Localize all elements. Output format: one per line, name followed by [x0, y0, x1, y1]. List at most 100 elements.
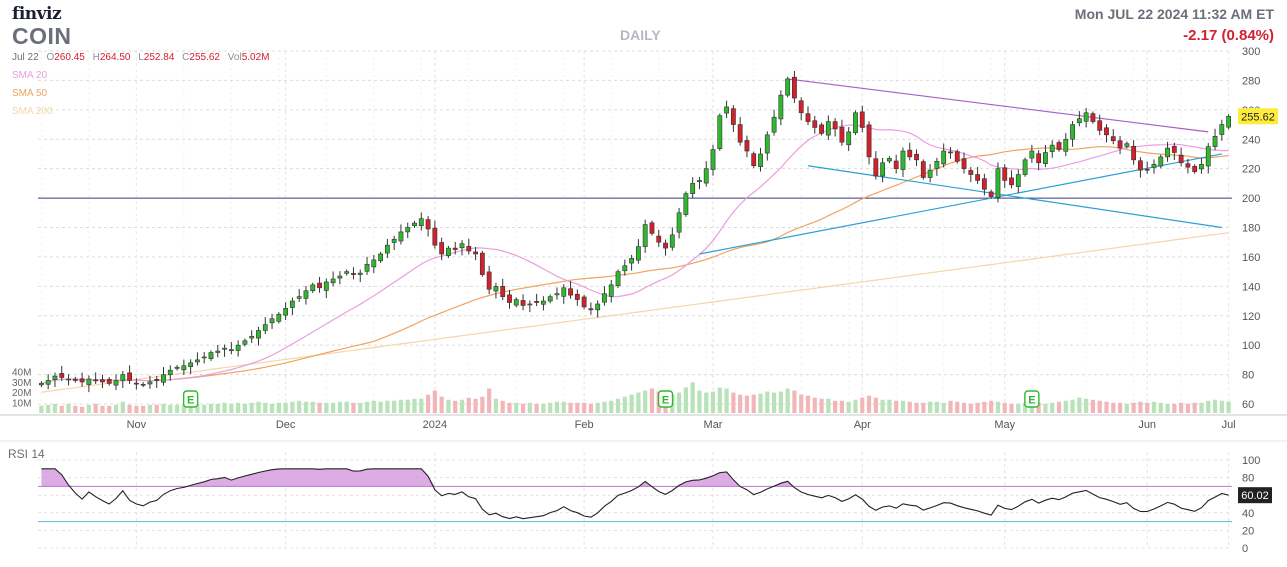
candle-up	[398, 231, 404, 242]
candle-down	[649, 222, 655, 234]
candle-up	[296, 296, 302, 299]
earnings-marker	[182, 390, 199, 408]
candle-down	[968, 170, 974, 175]
volume-bar	[324, 402, 329, 413]
volume-bar	[914, 402, 919, 413]
volume-bar	[704, 392, 709, 413]
volume-bar	[520, 403, 526, 413]
candle-up	[269, 318, 275, 324]
volume-bar	[310, 401, 315, 413]
candle-up	[717, 115, 723, 149]
volume-bar	[710, 391, 716, 413]
candle-up	[887, 158, 892, 162]
volume-bar	[744, 395, 750, 413]
volume-bar	[161, 403, 166, 413]
volume-bar	[961, 402, 967, 413]
volume-tick-label: 30M	[12, 378, 31, 389]
volume-bar	[39, 405, 44, 413]
earnings-marker-label: E	[187, 395, 194, 407]
legend-sma200[interactable]: SMA 200	[12, 106, 53, 117]
candle-up	[724, 106, 729, 114]
volume-bar	[995, 401, 1001, 413]
volume-tick-label: 10M	[12, 399, 31, 410]
volume-bar	[134, 405, 139, 413]
candle-up	[1015, 174, 1021, 187]
candle-up	[242, 340, 248, 345]
rsi-overbought-fill	[41, 468, 1229, 487]
volume-bar	[351, 402, 356, 413]
candle-down	[1056, 142, 1062, 150]
volume-bar	[1179, 402, 1184, 413]
volume-bar	[1138, 401, 1143, 413]
volume-bar	[303, 401, 309, 413]
price-tick-label: 80	[1242, 370, 1254, 382]
candle-down	[425, 219, 431, 230]
volume-bar	[582, 402, 587, 413]
volume-bar	[154, 404, 159, 413]
candle-up	[697, 180, 702, 182]
candle-up	[1165, 147, 1170, 158]
price-tick-label: 280	[1242, 75, 1260, 87]
finviz-logo[interactable]: finviz	[12, 4, 62, 24]
volume-bar	[928, 401, 933, 413]
close-value: 255.62	[189, 52, 220, 63]
candle-up	[995, 168, 1001, 198]
volume-bar	[297, 400, 302, 413]
volume-bar	[561, 401, 566, 413]
date-tick-label: Nov	[127, 419, 147, 431]
high-label: H	[92, 52, 100, 63]
date-tick-label: Mar	[704, 419, 723, 431]
candle-up	[1063, 138, 1069, 152]
volume-bar	[833, 400, 838, 413]
legend-sma20[interactable]: SMA 20	[12, 70, 48, 81]
legend-sma50[interactable]: SMA 50	[12, 88, 48, 99]
volume-bar	[1097, 400, 1102, 413]
volume-bar	[147, 404, 153, 413]
volume-tick-label: 40M	[12, 367, 31, 378]
volume-bar	[188, 403, 193, 413]
volume-bar	[860, 397, 865, 413]
candle-down	[79, 378, 85, 383]
candle-down	[832, 121, 838, 130]
volume-bar	[1145, 402, 1150, 413]
candle-up	[615, 271, 621, 287]
candle-up	[1226, 115, 1232, 128]
date-tick-label: Jun	[1138, 419, 1156, 431]
candle-up	[147, 381, 153, 385]
candle-up	[561, 287, 567, 297]
candle-up	[344, 271, 350, 274]
volume-bar	[514, 402, 519, 413]
candle-down	[663, 242, 668, 249]
price-tick-label: 140	[1242, 281, 1260, 293]
volume-bar	[446, 399, 451, 413]
volume-bar	[1043, 403, 1048, 413]
volume-bar	[887, 399, 892, 413]
earnings-marker-label: E	[662, 395, 669, 407]
volume-bar	[941, 402, 946, 413]
period-label[interactable]: DAILY	[620, 27, 661, 43]
candle-up	[758, 153, 763, 167]
volume-bar	[344, 401, 349, 413]
volume-bar	[453, 400, 458, 413]
candle-down	[1131, 146, 1137, 161]
volume-bar	[975, 402, 980, 413]
candle-up	[222, 347, 227, 350]
candle-down	[106, 378, 112, 384]
candle-up	[941, 150, 947, 165]
volume-bar	[934, 401, 939, 413]
volume-bar	[127, 404, 132, 413]
candle-up	[1212, 136, 1218, 147]
candle-down	[154, 378, 160, 381]
candle-down	[893, 160, 899, 169]
candle-up	[418, 218, 424, 227]
candle-up	[384, 244, 390, 254]
volume-bar	[432, 390, 437, 413]
candle-up	[310, 284, 316, 292]
volume-bar	[948, 400, 953, 413]
candle-up	[249, 336, 255, 339]
candle-up	[1151, 163, 1157, 168]
candle-down	[730, 108, 736, 125]
volume-bar	[697, 390, 702, 413]
